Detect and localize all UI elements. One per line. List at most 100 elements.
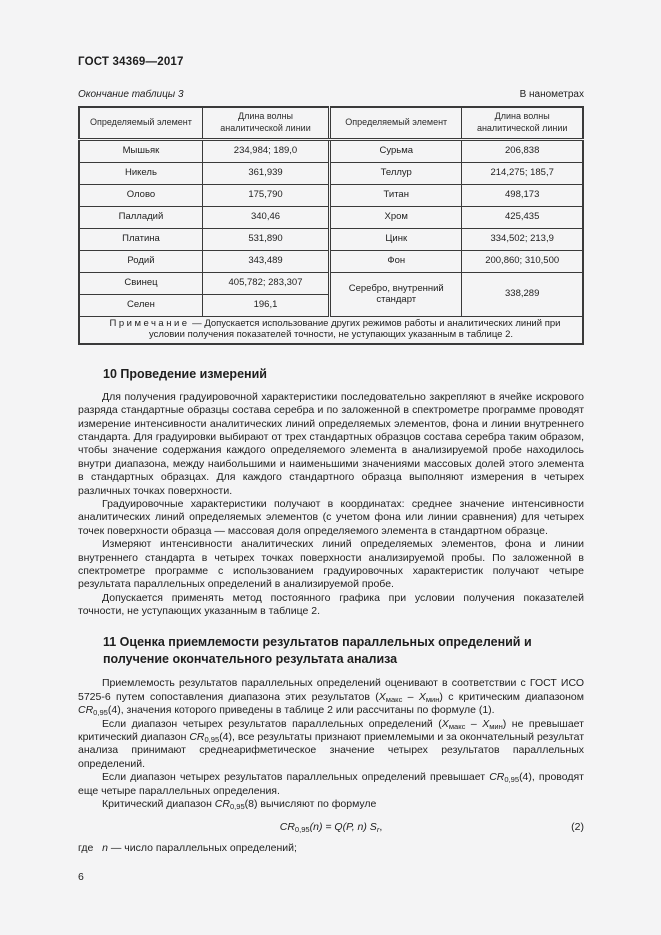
- table-caption: Окончание таблицы 3: [78, 89, 184, 100]
- text-segment: (4), значения которого приведены в табли…: [107, 704, 495, 717]
- formula: CR0,95(n) = Q(P, n) Sr,: [280, 821, 383, 833]
- table-cell: Цинк: [328, 228, 463, 251]
- table-cell: Теллур: [328, 162, 463, 185]
- text-segment: Если диапазон четырех результатов паралл…: [102, 771, 490, 784]
- table-row: Мышьяк 234,984; 189,0 Сурьма 206,838: [78, 139, 584, 163]
- text-segment: (8) вычисляют по формуле: [244, 798, 377, 811]
- text-segment: (4), проводят еще четыре параллельных оп…: [78, 771, 584, 797]
- text-segment: n: [102, 842, 108, 855]
- table-cell: 338,289: [461, 272, 584, 317]
- table-cell: Свинец: [78, 272, 203, 295]
- table-cell: Мышьяк: [78, 139, 203, 163]
- table-row: Палладий 340,46 Хром 425,435: [78, 206, 584, 229]
- table-caption-row: Окончание таблицы 3 В нанометрах: [78, 89, 584, 100]
- text-segment: (n) = Q(P, n) S: [309, 821, 377, 834]
- text-segment: 0,95: [294, 825, 310, 835]
- table-cell: 405,782; 283,307: [201, 272, 331, 295]
- table-cell: 340,46: [201, 206, 331, 229]
- table-cell: Платина: [78, 228, 203, 251]
- text-segment: CR: [489, 771, 505, 784]
- text-segment: 0,95: [229, 801, 245, 811]
- table-cell: 361,939: [201, 162, 331, 185]
- table-cell: Фон: [328, 250, 463, 273]
- units-label: В нанометрах: [519, 89, 584, 100]
- section-11-heading: 11 Оценка приемлемости результатов парал…: [103, 634, 532, 666]
- paragraph: Если диапазон четырех результатов паралл…: [78, 771, 584, 798]
- table-header-row: Определяемый элемент Длина волны аналити…: [78, 106, 584, 141]
- table-cell: Палладий: [78, 206, 203, 229]
- paragraph: Критический диапазон CR0,95(8) вычисляют…: [78, 798, 584, 811]
- text-segment: — Допускается использование других режим…: [148, 318, 561, 340]
- text-segment: Приемлемость результатов параллельных оп…: [78, 677, 584, 703]
- table-cell: Сурьма: [328, 139, 463, 163]
- text-segment: ) с критическим диапазоном: [439, 690, 584, 703]
- text-segment: макс: [448, 721, 466, 731]
- table-cell: 343,489: [201, 250, 331, 273]
- table-row: Олово 175,790 Титан 498,173: [78, 184, 584, 207]
- text-segment: 0,95: [504, 775, 520, 785]
- table-cell: 498,173: [461, 184, 584, 207]
- table-row: Родий 343,489 Фон 200,860; 310,500: [78, 250, 584, 273]
- section-10-body: Для получения градуировочной характерист…: [78, 391, 584, 619]
- section-11-body: Приемлемость результатов параллельных оп…: [78, 677, 584, 811]
- text-segment: CR: [189, 731, 205, 743]
- text-segment: ) не превышает критический диапазон: [78, 717, 584, 743]
- table-body: Мышьяк 234,984; 189,0 Сурьма 206,838 Никель 3…: [78, 139, 584, 317]
- text-segment: (4), все результаты признают приемлемыми…: [78, 731, 584, 770]
- header-element-right: Определяемый элемент: [328, 106, 463, 141]
- table-cell: 234,984; 189,0: [201, 139, 331, 163]
- formula-where-line: где n — число параллельных определений;: [78, 842, 584, 855]
- table-cell: Хром: [328, 206, 463, 229]
- text-segment: r: [376, 825, 380, 835]
- text-segment: –: [465, 717, 483, 730]
- text-segment: Х: [482, 717, 490, 730]
- text-segment: 0,95: [204, 734, 220, 744]
- equation-number: (2): [571, 821, 584, 834]
- table-cell: Серебро, внутренний стандарт: [328, 272, 463, 317]
- text-segment: –: [402, 690, 419, 703]
- header-wavelength-left: Длина волны аналитической линии: [201, 106, 331, 141]
- table-cell: 531,890: [201, 228, 331, 251]
- table-row: Платина 531,890 Цинк 334,502; 213,9: [78, 228, 584, 251]
- note-text: Примечание — Допускается использование д…: [110, 318, 561, 340]
- table-cell: 334,502; 213,9: [461, 228, 584, 251]
- formula-row: CR0,95(n) = Q(P, n) Sr, (2): [78, 820, 584, 835]
- table-row: Никель 361,939 Теллур 214,275; 185,7: [78, 162, 584, 185]
- text-segment: Примечание: [109, 318, 190, 329]
- table-header: Определяемый элемент Длина волны аналити…: [78, 106, 584, 141]
- text-segment: Х: [441, 717, 449, 730]
- table-cell: 206,838: [461, 139, 584, 163]
- header-wavelength-right: Длина волны аналитической линии: [461, 106, 584, 141]
- table-row: Селен 196,1: [78, 294, 583, 317]
- text-segment: ,: [379, 821, 383, 834]
- wavelength-table: Определяемый элемент Длина волны аналити…: [78, 106, 584, 345]
- text-segment: Х: [378, 690, 386, 703]
- text-segment: CR: [78, 704, 94, 717]
- table-cell: 214,275; 185,7: [461, 162, 584, 185]
- text-segment: CR: [279, 821, 295, 834]
- table-note-cell: Примечание — Допускается использование д…: [78, 315, 584, 345]
- paragraph: Для получения градуировочной характерист…: [78, 390, 584, 497]
- table-cell: Родий: [78, 250, 203, 273]
- table-cell: Селен: [78, 294, 203, 317]
- page-number: 6: [78, 870, 84, 883]
- paragraph: Допускается применять метод постоянного …: [78, 591, 584, 618]
- text-segment: где: [78, 842, 103, 855]
- header-element-left: Определяемый элемент: [78, 106, 203, 141]
- text-segment: 0,95: [93, 708, 108, 718]
- paragraph: Градуировочные характеристики получают в…: [78, 497, 584, 537]
- table-cell: 425,435: [461, 206, 584, 229]
- doc-number: ГОСТ 34369—2017: [78, 56, 184, 68]
- paragraph: Измеряют интенсивности аналитических лин…: [78, 538, 584, 591]
- table-row: Свинец 405,782; 283,307 Серебро, внутренни…: [78, 272, 584, 317]
- text-segment: Если диапазон четырех результатов паралл…: [102, 717, 442, 730]
- text-segment: мин: [489, 721, 503, 731]
- text-segment: CR: [214, 798, 230, 811]
- table-cell: Никель: [78, 162, 203, 185]
- paragraph: Приемлемость результатов параллельных оп…: [78, 677, 584, 717]
- table-note-section: Примечание — Допускается использование д…: [78, 315, 584, 345]
- table-cell: 175,790: [201, 184, 331, 207]
- text-segment: Критический диапазон: [102, 798, 215, 811]
- text-segment: макс: [385, 694, 403, 704]
